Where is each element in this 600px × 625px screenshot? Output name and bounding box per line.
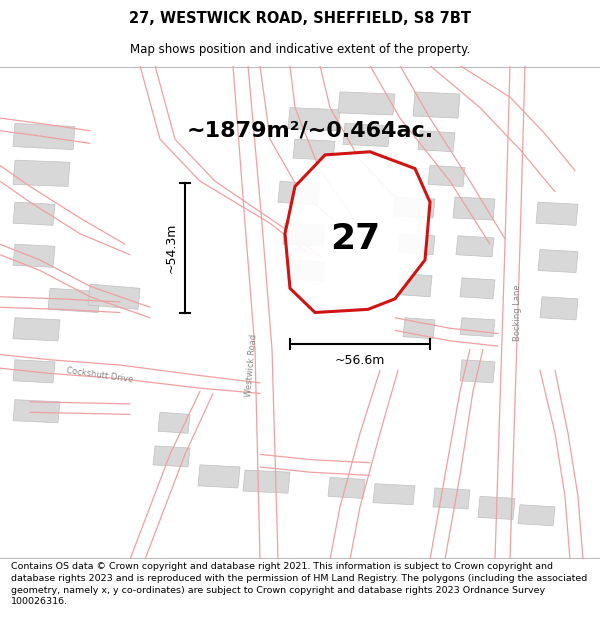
Polygon shape [278,181,320,206]
Text: ~56.6m: ~56.6m [335,354,385,367]
Polygon shape [428,166,465,186]
Polygon shape [398,234,435,255]
Polygon shape [478,496,515,519]
Polygon shape [13,244,55,268]
Polygon shape [288,260,325,281]
Text: 27, WESTWICK ROAD, SHEFFIELD, S8 7BT: 27, WESTWICK ROAD, SHEFFIELD, S8 7BT [129,11,471,26]
Polygon shape [158,412,190,433]
Text: Westwick Road: Westwick Road [244,333,258,397]
Polygon shape [540,297,578,320]
Polygon shape [398,274,432,297]
Polygon shape [338,92,395,115]
Polygon shape [13,400,60,422]
Polygon shape [328,478,365,499]
Polygon shape [453,197,495,220]
Polygon shape [518,505,555,526]
Polygon shape [460,278,495,299]
Polygon shape [285,152,430,312]
Polygon shape [460,360,495,383]
Polygon shape [88,284,140,309]
Polygon shape [433,488,470,509]
Polygon shape [283,223,325,246]
Polygon shape [13,123,75,149]
Text: ~1879m²/~0.464ac.: ~1879m²/~0.464ac. [187,121,434,141]
Polygon shape [153,446,190,467]
Polygon shape [413,92,460,118]
Polygon shape [460,318,495,337]
Polygon shape [393,197,435,218]
Polygon shape [373,484,415,505]
Text: 27: 27 [330,222,380,256]
Text: Map shows position and indicative extent of the property.: Map shows position and indicative extent… [130,42,470,56]
Polygon shape [13,160,70,186]
Polygon shape [198,465,240,488]
Polygon shape [13,202,55,225]
Polygon shape [48,288,100,312]
Polygon shape [456,236,494,257]
Polygon shape [538,249,578,272]
Polygon shape [536,202,578,225]
Polygon shape [288,107,340,131]
Polygon shape [343,123,390,146]
Polygon shape [293,139,335,160]
Polygon shape [13,360,55,383]
Text: ~54.3m: ~54.3m [164,222,178,273]
Polygon shape [243,470,290,493]
Text: Cockshutt Drive: Cockshutt Drive [66,366,134,384]
Text: Bocking Lane: Bocking Lane [512,284,521,341]
Polygon shape [13,318,60,341]
Polygon shape [418,131,455,152]
Text: Contains OS data © Crown copyright and database right 2021. This information is : Contains OS data © Crown copyright and d… [11,562,587,606]
Polygon shape [403,318,435,339]
